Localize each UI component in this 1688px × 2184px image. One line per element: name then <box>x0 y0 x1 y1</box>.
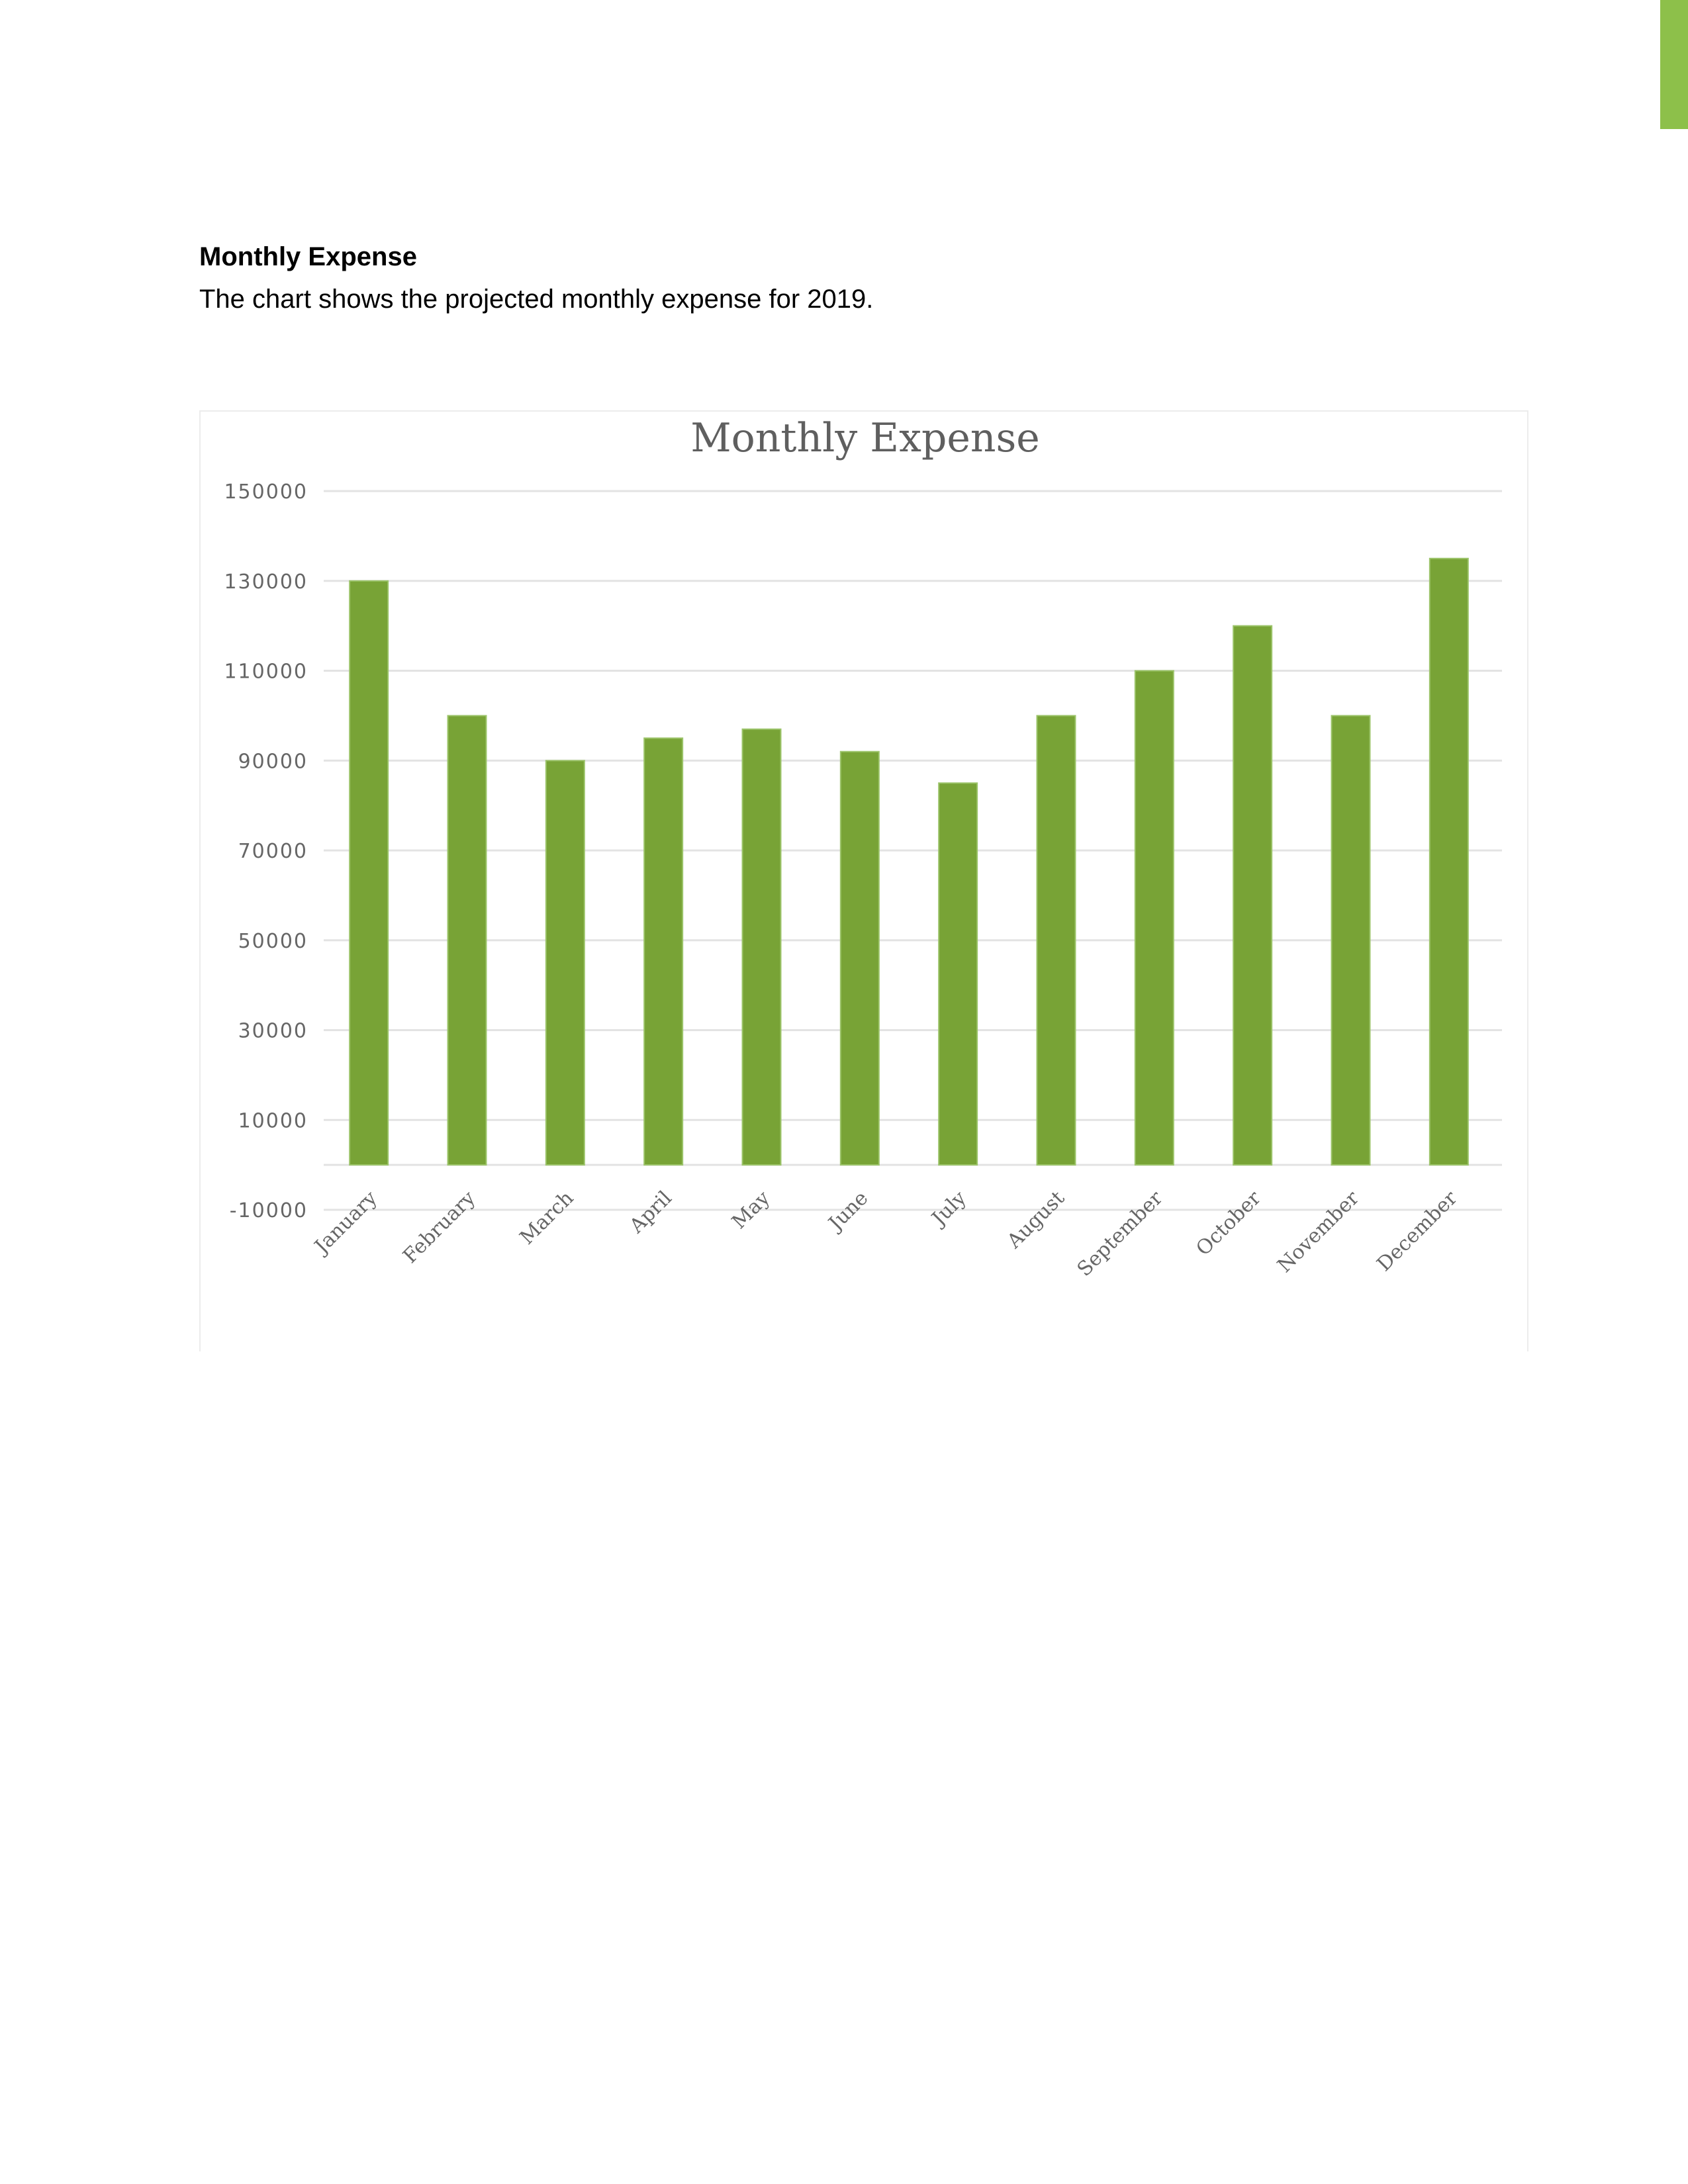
x-tick-label: April <box>625 1187 677 1238</box>
bar-february <box>447 715 487 1166</box>
bar-august <box>1036 715 1076 1166</box>
bars <box>349 557 1469 1166</box>
page-corner-accent <box>1660 0 1688 129</box>
x-tick-label: September <box>1073 1186 1168 1281</box>
bar-may <box>741 728 782 1166</box>
x-tick-label: December <box>1372 1186 1462 1276</box>
bar-november <box>1331 715 1371 1166</box>
y-tick-label: 90000 <box>238 750 308 773</box>
chart-container: Monthly Expense 150000 130000 110000 90000 7… <box>199 410 1528 1351</box>
x-tick-label: July <box>926 1187 971 1232</box>
bar-march <box>545 760 585 1166</box>
y-tick-label: 110000 <box>224 660 308 684</box>
y-tick-label: 130000 <box>224 570 308 594</box>
bar-october <box>1233 625 1273 1166</box>
bar-june <box>839 751 880 1166</box>
bar-april <box>643 737 684 1166</box>
x-tick-label: June <box>823 1187 872 1236</box>
bar-december <box>1429 557 1469 1166</box>
x-tick-label: November <box>1273 1186 1364 1277</box>
y-axis-tick-labels: 150000 130000 110000 90000 70000 50000 30000 10… <box>224 480 308 1222</box>
gridlines <box>324 490 1502 1211</box>
y-tick-label: 150000 <box>224 480 308 504</box>
x-tick-label: March <box>516 1187 579 1250</box>
y-tick-label: 70000 <box>238 840 308 863</box>
bar-july <box>938 782 978 1166</box>
bar-chart: Monthly Expense 150000 130000 110000 90000 7… <box>224 415 1502 1281</box>
y-tick-label: 10000 <box>238 1109 308 1132</box>
x-tick-label: October <box>1192 1186 1266 1260</box>
section-heading: Monthly Expense <box>199 242 417 271</box>
bar-january <box>349 580 389 1166</box>
y-tick-label: -10000 <box>230 1199 308 1222</box>
x-tick-label: August <box>1002 1187 1069 1253</box>
chart-title: Monthly Expense <box>690 415 1040 461</box>
section-description: The chart shows the projected monthly ex… <box>199 285 874 314</box>
x-tick-label: February <box>399 1187 480 1268</box>
x-axis-tick-labels: January February March April May June July Augu… <box>309 1186 1462 1281</box>
y-tick-label: 50000 <box>238 930 308 953</box>
bar-september <box>1134 670 1174 1166</box>
x-tick-label: January <box>309 1187 382 1259</box>
y-tick-label: 30000 <box>238 1020 308 1043</box>
